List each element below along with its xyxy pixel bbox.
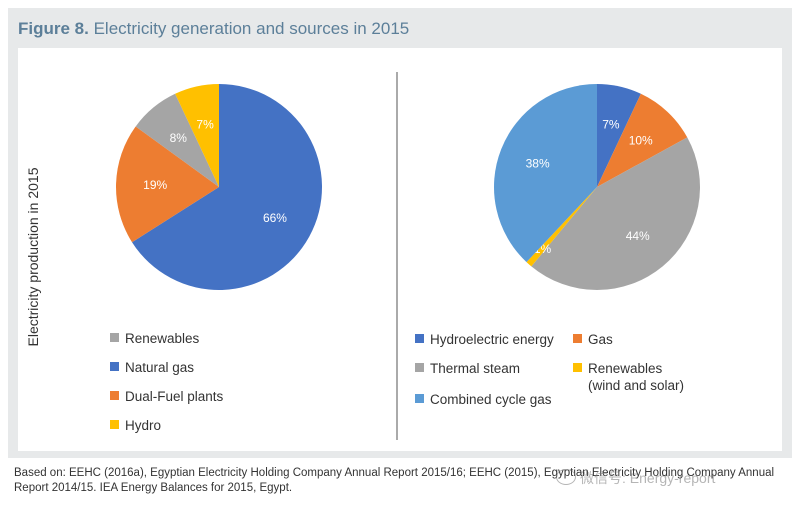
figure-title: Figure 8. Electricity generation and sou… xyxy=(18,19,409,39)
pie1-data-label: 66% xyxy=(263,211,287,225)
legend-swatch xyxy=(110,420,119,429)
watermark-text: 微信号: Energy-report xyxy=(580,470,716,486)
pie2-data-label: 38% xyxy=(526,156,550,170)
pie1-data-label: 7% xyxy=(196,118,214,132)
pie2-slice-combined-cycle-gas xyxy=(494,84,597,263)
footnote: Based on: EEHC (2016a), Egyptian Electri… xyxy=(14,467,775,494)
legend-label: Combined cycle gas xyxy=(430,392,552,407)
pie1-data-label: 19% xyxy=(143,178,167,192)
legend-swatch xyxy=(110,333,119,342)
legend-swatch xyxy=(415,363,424,372)
legend-swatch xyxy=(415,334,424,343)
y-axis-label: Electricity production in 2015 xyxy=(25,167,41,347)
legend-label: Hydro xyxy=(125,418,162,433)
legend-swatch xyxy=(573,363,582,372)
pie1-data-label: 8% xyxy=(170,131,188,145)
legend-swatch xyxy=(110,362,119,371)
legend-label: Thermal steam xyxy=(430,361,521,376)
pie2-slice-thermal-steam xyxy=(531,137,700,290)
pie1-slice-renewables xyxy=(135,93,219,187)
wechat-icon xyxy=(556,469,576,485)
pie1-slice-natural-gas xyxy=(132,84,322,290)
pie-chart-1: 66% 19% 8% 7% xyxy=(116,84,322,290)
legend-label: Renewables xyxy=(125,331,200,346)
figure-title-text: Electricity generation and sources in 20… xyxy=(93,19,410,38)
figure-label: Figure 8. xyxy=(18,19,89,38)
pie2-slice-hydroelectric-energy xyxy=(597,83,641,187)
pie1-slice-hydro xyxy=(175,84,219,187)
legend-label: Hydroelectric energy xyxy=(430,332,554,347)
legend-label: Renewables (wind and solar) xyxy=(588,361,685,393)
legend-swatch xyxy=(415,394,424,403)
pie2-slice-gas xyxy=(597,93,688,187)
pie1-slice-dual-fuel-plants xyxy=(116,126,219,243)
legend-swatch xyxy=(110,391,119,400)
pie2-slice-renewables-wind-and-solar xyxy=(526,187,597,267)
pie2-data-label: 10% xyxy=(629,133,653,147)
pie-chart-2: 7%10%44%1%38% xyxy=(494,83,700,290)
legend-swatch xyxy=(573,334,582,343)
legend-label: Natural gas xyxy=(125,360,195,375)
pie2-data-label: 44% xyxy=(626,229,650,243)
watermark: 微信号: Energy-report xyxy=(556,468,715,488)
pie2-data-label: 7% xyxy=(602,118,620,132)
legend-label: Dual-Fuel plants xyxy=(125,389,224,404)
legend-label: Gas xyxy=(588,332,613,347)
